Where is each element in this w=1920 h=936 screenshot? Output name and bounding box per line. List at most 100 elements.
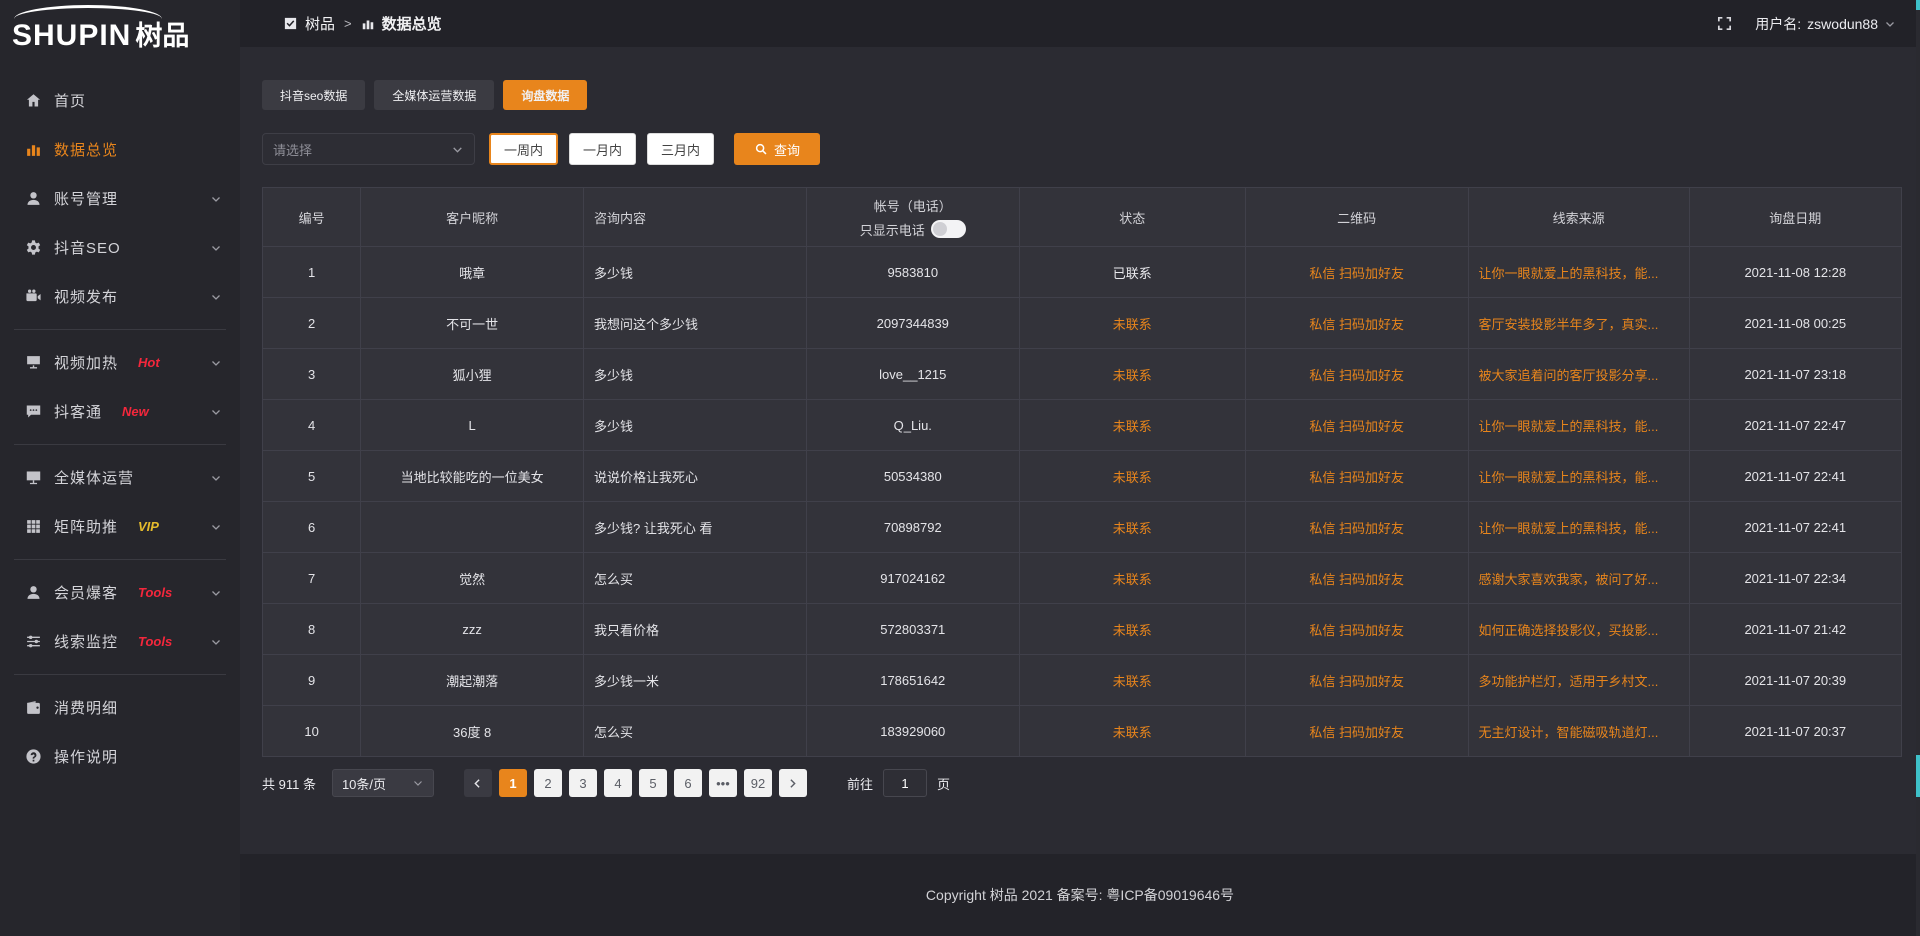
sidebar-item[interactable]: 抖客通 New — [0, 387, 240, 436]
sidebar-item-badge: Tools — [138, 585, 173, 600]
source-link[interactable]: 感谢大家喜欢我家，被问了好... — [1469, 553, 1690, 603]
cell-account: 9583810 — [807, 247, 1020, 297]
next-page-button[interactable] — [778, 769, 807, 797]
page-button[interactable]: 6 — [673, 769, 702, 797]
qrcode-link[interactable]: 私信 扫码加好友 — [1246, 247, 1469, 297]
source-link[interactable]: 让你一眼就爱上的黑科技，能... — [1469, 400, 1690, 450]
video-publish-icon — [25, 288, 42, 305]
source-link[interactable]: 让你一眼就爱上的黑科技，能... — [1469, 502, 1690, 552]
filter-select[interactable]: 请选择 — [262, 133, 475, 165]
qrcode-link[interactable]: 私信 扫码加好友 — [1246, 655, 1469, 705]
goto-page-input[interactable] — [882, 769, 927, 797]
sidebar-item[interactable]: 线索监控 Tools — [0, 617, 240, 666]
sidebar-item[interactable]: 数据总览 — [0, 125, 240, 174]
member-icon — [25, 584, 42, 601]
tab-button[interactable]: 询盘数据 — [503, 80, 588, 110]
source-link[interactable]: 让你一眼就爱上的黑科技，能... — [1469, 451, 1690, 501]
qrcode-link[interactable]: 私信 扫码加好友 — [1246, 553, 1469, 603]
qrcode-link[interactable]: 私信 扫码加好友 — [1246, 349, 1469, 399]
sidebar-item-label: 账号管理 — [54, 191, 119, 208]
range-button[interactable]: 三月内 — [647, 133, 715, 165]
table-row: 1 哦章 多少钱 9583810 已联系 私信 扫码加好友 让你一眼就爱上的黑科… — [263, 246, 1901, 297]
sidebar-item[interactable]: 视频发布 — [0, 272, 240, 321]
bar-chart-icon — [25, 141, 42, 158]
cell-status: 已联系 — [1020, 247, 1246, 297]
sidebar-item[interactable]: 会员爆客 Tools — [0, 568, 240, 617]
footer: Copyright 树品 2021 备案号: 粤ICP备09019646号 — [240, 854, 1920, 936]
range-button[interactable]: 一月内 — [569, 133, 637, 165]
cell-account: 70898792 — [807, 502, 1020, 552]
cell-no: 8 — [263, 604, 362, 654]
user-menu[interactable]: 用户名: zswodun88 — [1755, 14, 1896, 34]
cell-content: 我只看价格 — [584, 604, 807, 654]
qrcode-link[interactable]: 私信 扫码加好友 — [1246, 706, 1469, 756]
qrcode-link[interactable]: 私信 扫码加好友 — [1246, 604, 1469, 654]
scrollbar-thumb[interactable] — [1916, 0, 1920, 10]
cell-no: 6 — [263, 502, 362, 552]
sidebar-item[interactable]: 消费明细 — [0, 683, 240, 732]
range-button[interactable]: 一周内 — [489, 133, 559, 165]
username-label: 用户名: — [1755, 15, 1802, 32]
sidebar-item[interactable]: 抖音SEO — [0, 223, 240, 272]
chevron-down-icon — [210, 406, 222, 418]
page-button[interactable]: ••• — [708, 769, 737, 797]
tab-button[interactable]: 全媒体运营数据 — [374, 80, 495, 110]
qrcode-link[interactable]: 私信 扫码加好友 — [1246, 400, 1469, 450]
column-header-status: 状态 — [1020, 188, 1246, 246]
tab-button[interactable]: 抖音seo数据 — [262, 80, 366, 110]
cell-status: 未联系 — [1020, 298, 1246, 348]
sidebar-item[interactable]: 首页 — [0, 76, 240, 125]
data-tabs: 抖音seo数据 全媒体运营数据 询盘数据 — [262, 80, 1902, 110]
qrcode-link[interactable]: 私信 扫码加好友 — [1246, 502, 1469, 552]
page-size-select[interactable]: 10条/页 — [331, 769, 434, 797]
page-button[interactable]: 3 — [568, 769, 597, 797]
phone-only-toggle[interactable] — [930, 220, 966, 238]
sidebar-item[interactable]: 账号管理 — [0, 174, 240, 223]
cell-nickname: 36度 8 — [361, 706, 585, 756]
cell-content: 多少钱 — [584, 349, 807, 399]
sidebar-item-badge: Tools — [138, 634, 173, 649]
fullscreen-icon[interactable] — [1716, 15, 1733, 32]
table-row: 2 不可一世 我想问这个多少钱 2097344839 未联系 私信 扫码加好友 … — [263, 297, 1901, 348]
chevron-down-icon — [412, 777, 424, 789]
page-button[interactable]: 1 — [498, 769, 527, 797]
home-icon — [25, 92, 42, 109]
breadcrumb-current: 数据总览 — [381, 16, 442, 33]
source-link[interactable]: 无主灯设计，智能磁吸轨道灯... — [1469, 706, 1690, 756]
page-button[interactable]: 92 — [743, 769, 772, 797]
sidebar-item[interactable]: 视频加热 Hot — [0, 338, 240, 387]
page-button[interactable]: 5 — [638, 769, 667, 797]
sidebar-item[interactable]: 矩阵助推 VIP — [0, 502, 240, 551]
bar-chart-icon — [361, 17, 375, 31]
sidebar-item[interactable]: 全媒体运营 — [0, 453, 240, 502]
sidebar: SHUPIN 树品 首页 数据总览 账号管理 — [0, 0, 240, 936]
cell-account: 50534380 — [807, 451, 1020, 501]
source-link[interactable]: 让你一眼就爱上的黑科技，能... — [1469, 247, 1690, 297]
cell-status: 未联系 — [1020, 655, 1246, 705]
table-row: 3 狐小狸 多少钱 love__1215 未联系 私信 扫码加好友 被大家追着问… — [263, 348, 1901, 399]
qrcode-link[interactable]: 私信 扫码加好友 — [1246, 298, 1469, 348]
source-link[interactable]: 客厅安装投影半年多了，真实... — [1469, 298, 1690, 348]
cell-date: 2021-11-07 21:42 — [1744, 621, 1847, 637]
source-link[interactable]: 多功能护栏灯，适用于乡村文... — [1469, 655, 1690, 705]
chat-icon — [25, 403, 42, 420]
column-header-source: 线索来源 — [1469, 188, 1690, 246]
page-buttons: 1 2 3 4 5 6 ••• 92 — [498, 769, 772, 797]
sliders-icon — [25, 633, 42, 650]
scrollbar-thumb[interactable] — [1916, 755, 1920, 797]
sidebar-item-label: 矩阵助推 — [54, 519, 119, 536]
page-button[interactable]: 2 — [533, 769, 562, 797]
search-button[interactable]: 查询 — [734, 133, 821, 165]
source-link[interactable]: 被大家追着问的客厅投影分享... — [1469, 349, 1690, 399]
cell-status: 未联系 — [1020, 553, 1246, 603]
scrollbar[interactable] — [1916, 0, 1920, 936]
chevron-down-icon — [210, 472, 222, 484]
table-header-row: 编号 客户昵称 咨询内容 帐号（电话） 只显示电话 状态 二维码 线索来源 询盘… — [263, 188, 1901, 246]
sidebar-item[interactable]: 操作说明 — [0, 732, 240, 781]
app-icon — [283, 16, 298, 31]
page-button[interactable]: 4 — [603, 769, 632, 797]
prev-page-button[interactable] — [463, 769, 492, 797]
breadcrumb-root[interactable]: 树品 — [305, 16, 336, 33]
source-link[interactable]: 如何正确选择投影仪，买投影... — [1469, 604, 1690, 654]
qrcode-link[interactable]: 私信 扫码加好友 — [1246, 451, 1469, 501]
